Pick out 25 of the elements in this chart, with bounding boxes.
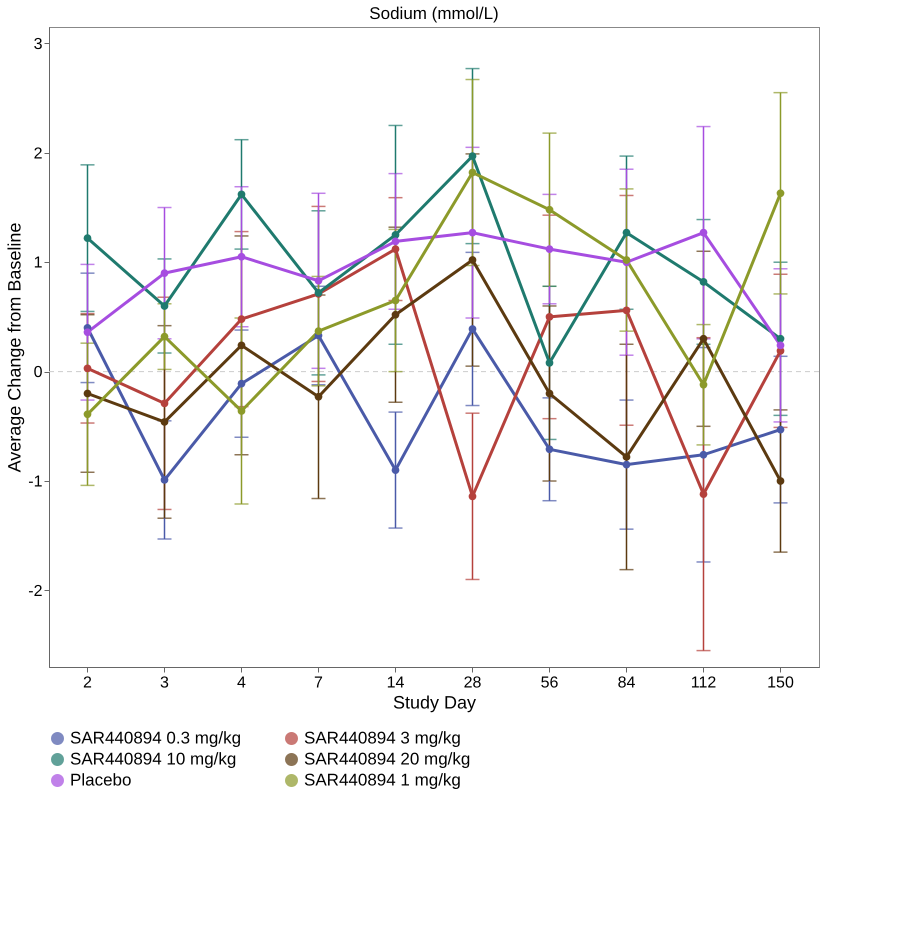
x-tick-label: 56 xyxy=(540,674,558,692)
y-axis-title: Average Change from Baseline xyxy=(4,222,24,472)
y-tick-label: -2 xyxy=(28,582,43,600)
x-tick-label: 84 xyxy=(618,674,636,692)
legend-label: Placebo xyxy=(70,770,132,790)
x-tick-label: 7 xyxy=(314,674,324,692)
x-tick-label: 28 xyxy=(464,674,482,692)
legend-label: SAR440894 3 mg/kg xyxy=(304,728,461,748)
x-tick-label: 14 xyxy=(386,674,404,692)
chart-title: Sodium (mmol/L) xyxy=(369,4,499,23)
legend-label: SAR440894 10 mg/kg xyxy=(70,750,236,768)
legend-label: SAR440894 20 mg/kg xyxy=(304,750,470,768)
x-tick-label: 4 xyxy=(237,674,246,692)
y-tick-label: -1 xyxy=(28,474,43,491)
y-tick-label: 3 xyxy=(34,36,43,53)
legend-label: SAR440894 1 mg/kg xyxy=(304,770,461,790)
x-tick-label: 3 xyxy=(160,674,170,692)
legend-label: SAR440894 0.3 mg/kg xyxy=(70,728,242,748)
y-tick-label: 0 xyxy=(34,364,43,382)
x-tick-label: 150 xyxy=(767,674,794,692)
y-tick-label: 1 xyxy=(34,254,43,272)
x-axis-title: Study Day xyxy=(392,692,476,712)
x-tick-label: 2 xyxy=(83,674,92,692)
y-tick-label: 2 xyxy=(34,145,43,162)
x-tick-label: 112 xyxy=(690,674,716,692)
